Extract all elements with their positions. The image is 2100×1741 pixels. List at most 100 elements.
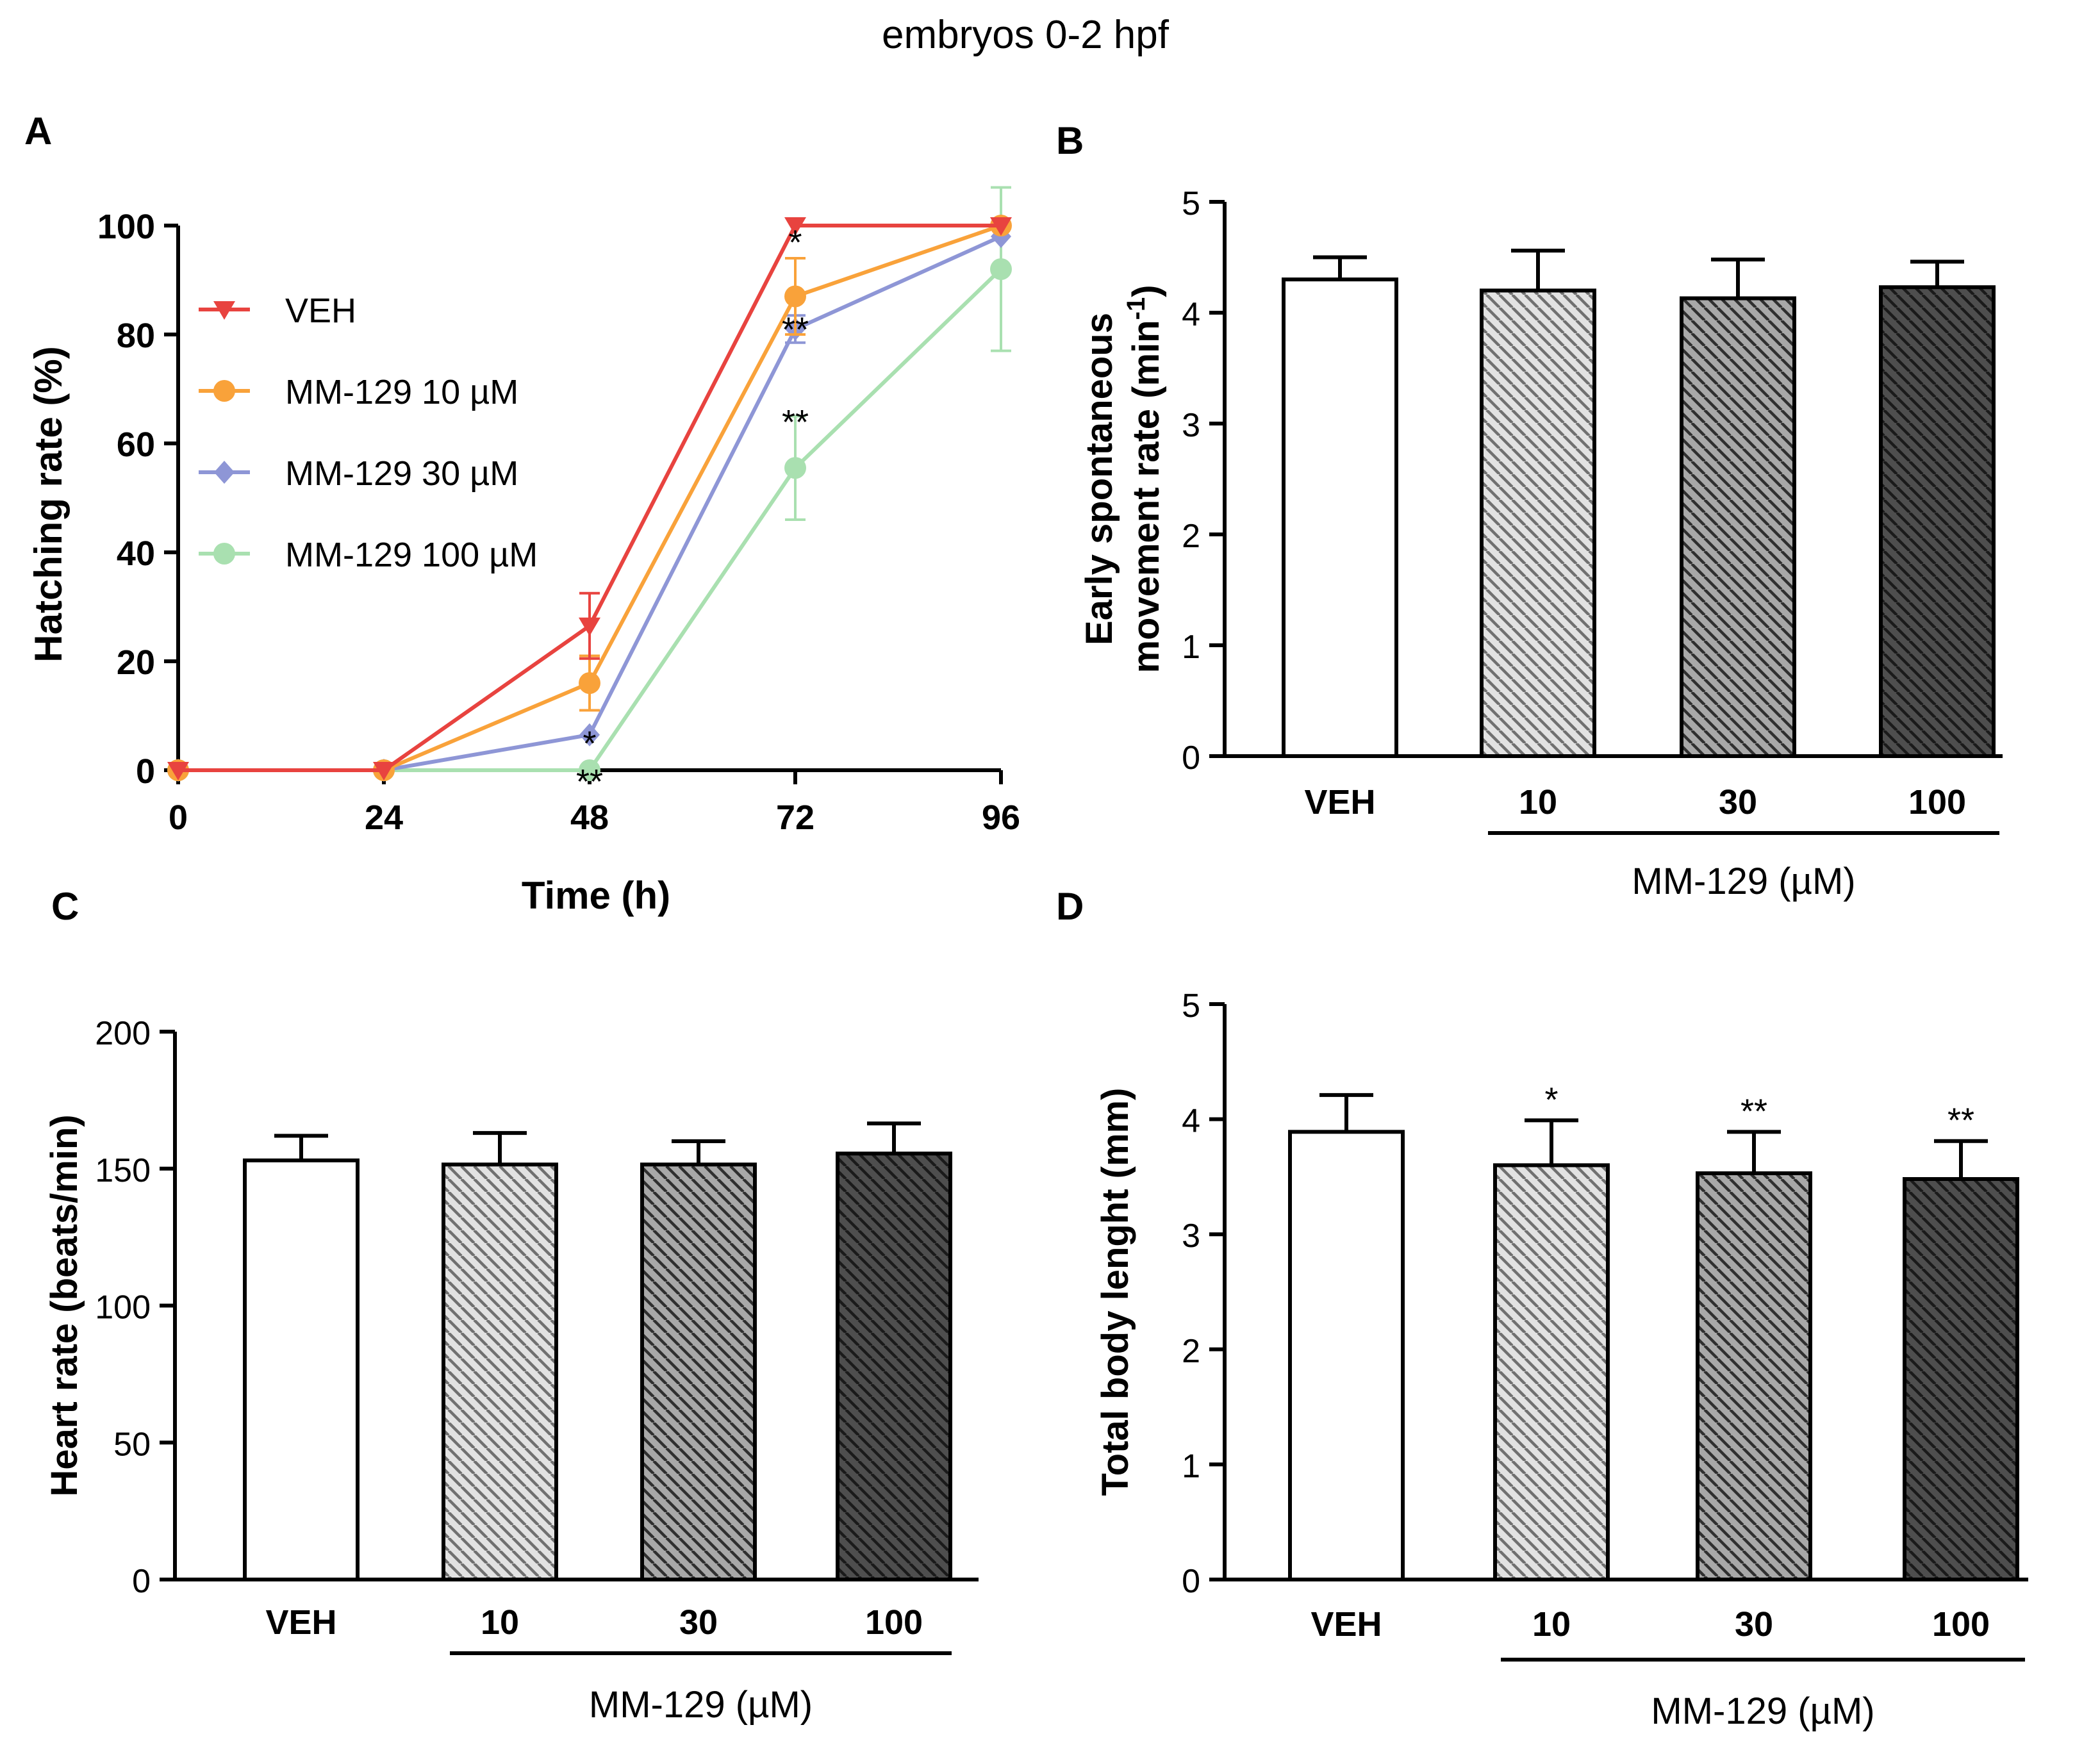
b-y-tick-label: 1 <box>1182 629 1200 666</box>
panel-a-line-chart: 0 20 40 60 80 100 0 24 48 72 96 Time (h) Hatching ra… <box>27 186 1020 917</box>
panel-d-bar-chart: 0 1 2 3 4 5 VEH 10 * 30 ** 100 ** MM-129 (µM) Total bo… <box>1095 987 2028 1732</box>
d-y-tick-label: 2 <box>1182 1333 1200 1370</box>
d-group-label: MM-129 (µM) <box>1651 1690 1874 1732</box>
d-significance-marker: ** <box>1947 1102 1974 1140</box>
c-y-tick-label: 100 <box>95 1289 151 1326</box>
panel-c-bar-chart: 0 50 100 150 200 VEH 10 30 100 MM-129 (µM) Heart r… <box>44 1015 979 1726</box>
d-bar-10 <box>1493 1163 1610 1581</box>
d-bar-30 <box>1696 1171 1812 1581</box>
a-legend-label: MM-129 30 µM <box>285 454 518 493</box>
a-significance-marker: ** <box>782 311 809 349</box>
b-y-tick-label: 2 <box>1182 518 1200 555</box>
a-data-point <box>579 672 600 694</box>
panel-label-a: A <box>24 110 52 153</box>
a-y-tick-label: 40 <box>117 534 155 573</box>
a-x-tick-label: 72 <box>776 798 814 837</box>
c-bar-10 <box>442 1162 558 1581</box>
d-significance-marker: ** <box>1740 1092 1767 1130</box>
d-category-label: VEH <box>1310 1605 1382 1644</box>
b-category-label: 30 <box>1719 783 1757 821</box>
a-x-tick-label: 48 <box>570 798 609 837</box>
b-group-label: MM-129 (µM) <box>1632 861 1855 902</box>
b-y-axis-title-line1: Early spontaneous <box>1079 313 1120 645</box>
a-legend-marker <box>213 380 235 402</box>
c-category-label: 30 <box>679 1603 718 1642</box>
b-y-axis-title-main: movement rate (min <box>1125 320 1167 673</box>
b-bar-30 <box>1680 296 1796 758</box>
b-y-tick-label: 4 <box>1182 296 1200 333</box>
a-y-tick-label: 0 <box>136 752 155 791</box>
c-bar-veh <box>243 1158 360 1582</box>
b-y-tick-label: 0 <box>1182 739 1200 777</box>
d-y-tick-label: 0 <box>1182 1563 1200 1600</box>
c-bar-100 <box>836 1151 952 1582</box>
b-y-axis-title-close: ) <box>1125 285 1167 297</box>
a-data-point <box>990 258 1012 280</box>
a-significance-marker: * <box>583 725 596 763</box>
d-category-label: 10 <box>1532 1605 1571 1644</box>
figure-title: embryos 0-2 hpf <box>882 13 1170 57</box>
a-series-veh <box>167 217 1012 780</box>
c-category-label: VEH <box>265 1603 336 1642</box>
a-y-tick-label: 80 <box>117 317 155 355</box>
a-significance-marker: ** <box>782 403 809 441</box>
a-y-axis-title: Hatching rate (%) <box>27 346 70 662</box>
a-significance-marker: ** <box>576 763 603 801</box>
d-bar-veh <box>1288 1130 1405 1581</box>
panel-b-bar-chart: 0 1 2 3 4 5 VEH 10 30 100 MM-129 (µM) Early spontan… <box>1079 185 2003 902</box>
c-group-label: MM-129 (µM) <box>589 1684 813 1726</box>
d-y-axis-title: Total body lenght (mm) <box>1095 1088 1136 1496</box>
c-category-label: 10 <box>481 1603 519 1642</box>
c-bar-30 <box>640 1162 757 1581</box>
a-data-point <box>784 457 806 479</box>
a-x-axis-title: Time (h) <box>522 874 670 917</box>
d-y-tick-label: 3 <box>1182 1217 1200 1255</box>
d-bar-100 <box>1903 1176 2019 1581</box>
a-legend-label: MM-129 10 µM <box>285 373 518 411</box>
d-category-label: 30 <box>1735 1605 1773 1644</box>
b-category-label: VEH <box>1304 783 1375 821</box>
a-x-tick-label: 96 <box>982 798 1020 837</box>
d-y-tick-label: 4 <box>1182 1103 1200 1140</box>
c-y-tick-label: 0 <box>132 1563 151 1600</box>
d-category-label: 100 <box>1932 1605 1990 1644</box>
b-bar-100 <box>1879 285 1996 758</box>
b-y-tick-label: 3 <box>1182 407 1200 444</box>
a-legend-marker <box>213 301 235 320</box>
panel-label-b: B <box>1056 119 1084 162</box>
a-data-point <box>579 723 600 747</box>
a-data-point <box>990 217 1012 236</box>
a-data-point <box>784 217 806 236</box>
c-category-label: 100 <box>865 1603 923 1642</box>
a-legend-marker <box>213 543 235 565</box>
a-legend-label: VEH <box>285 292 356 330</box>
b-category-label: 10 <box>1519 783 1557 821</box>
a-data-point <box>579 759 600 781</box>
a-data-point <box>579 617 600 636</box>
a-y-tick-label: 60 <box>117 425 155 464</box>
d-y-tick-label: 5 <box>1182 987 1200 1025</box>
c-y-tick-label: 50 <box>113 1426 151 1463</box>
a-x-tick-label: 24 <box>365 798 403 837</box>
b-y-axis-title-sup: -1 <box>1122 297 1150 320</box>
c-y-tick-label: 200 <box>95 1015 151 1052</box>
a-significance-marker: * <box>788 224 802 262</box>
a-legend-label: MM-129 100 µM <box>285 536 538 574</box>
panel-label-d: D <box>1056 885 1084 928</box>
a-data-point <box>167 762 189 780</box>
a-y-tick-label: 100 <box>97 208 155 246</box>
d-significance-marker: * <box>1544 1080 1558 1119</box>
c-y-tick-label: 150 <box>95 1152 151 1189</box>
a-legend-marker <box>214 461 235 484</box>
a-y-tick-label: 20 <box>117 643 155 682</box>
b-category-label: 100 <box>1908 783 1966 821</box>
a-data-point <box>784 285 806 308</box>
b-bar-10 <box>1480 288 1596 758</box>
d-y-tick-label: 1 <box>1182 1448 1200 1485</box>
panel-label-c: C <box>51 885 79 928</box>
b-y-axis-title-line2: movement rate (min-1) <box>1122 285 1167 673</box>
b-bar-veh <box>1282 277 1398 759</box>
a-data-point <box>373 762 395 780</box>
a-x-tick-label: 0 <box>169 798 188 837</box>
